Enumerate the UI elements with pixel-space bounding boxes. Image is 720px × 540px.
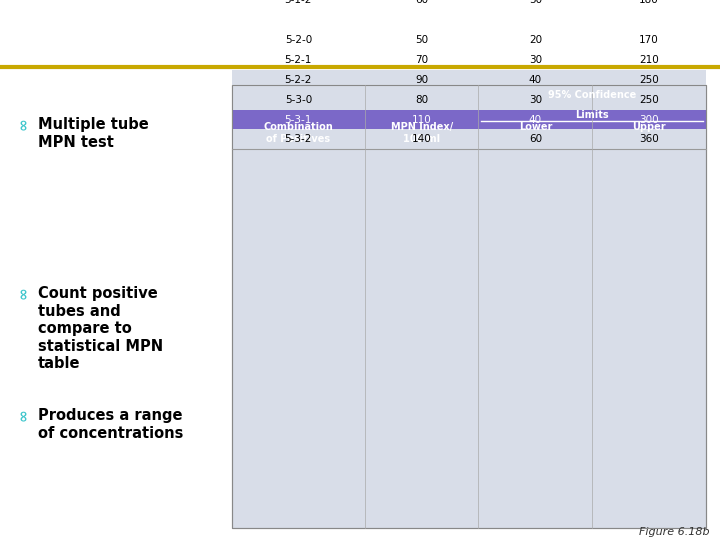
Text: 40: 40	[528, 75, 542, 85]
Text: 5-2-0: 5-2-0	[284, 35, 312, 45]
Text: 5-3-0: 5-3-0	[284, 94, 312, 105]
Text: Figure 6.18b: Figure 6.18b	[639, 527, 710, 537]
Text: Multiple tube
MPN test: Multiple tube MPN test	[38, 117, 149, 150]
Text: 110: 110	[412, 114, 431, 125]
Text: 210: 210	[639, 55, 659, 65]
Text: 95% Confidence: 95% Confidence	[548, 90, 636, 100]
Text: 5-2-1: 5-2-1	[284, 55, 312, 65]
Text: 40: 40	[528, 114, 542, 125]
Text: 60: 60	[528, 134, 542, 144]
Text: Lower: Lower	[518, 123, 552, 132]
Text: 250: 250	[639, 94, 659, 105]
Text: MPN Index/
100 ml: MPN Index/ 100 ml	[390, 123, 453, 144]
Text: 5-2-2: 5-2-2	[284, 75, 312, 85]
Text: 170: 170	[639, 35, 659, 45]
Text: 5-1-2: 5-1-2	[284, 0, 312, 5]
Text: 30: 30	[528, 55, 542, 65]
Text: 20: 20	[528, 35, 542, 45]
Text: 5-3-1: 5-3-1	[284, 114, 312, 125]
Text: 60: 60	[415, 0, 428, 5]
Text: 180: 180	[639, 0, 659, 5]
Bar	[232, 85, 706, 528]
Text: Combination
of Positives: Combination of Positives	[264, 123, 333, 144]
Text: 5-3-2: 5-3-2	[284, 134, 312, 144]
Text: Upper: Upper	[632, 123, 666, 132]
Text: 30: 30	[528, 94, 542, 105]
Text: 140: 140	[412, 134, 431, 144]
Bar	[232, 110, 706, 130]
Bar	[232, 130, 706, 150]
Bar	[232, 85, 706, 150]
Text: Produces a range
of concentrations: Produces a range of concentrations	[38, 408, 184, 441]
Text: 80: 80	[415, 94, 428, 105]
Text: 50: 50	[415, 35, 428, 45]
Text: 300: 300	[639, 114, 659, 125]
Text: 70: 70	[415, 55, 428, 65]
Bar	[232, 90, 706, 110]
Bar	[232, 30, 706, 50]
Text: Direct Measurements of Microbial Growth: Direct Measurements of Microbial Growth	[11, 19, 567, 44]
Bar	[232, 85, 706, 528]
Text: ∞: ∞	[15, 286, 30, 299]
Bar	[232, 50, 706, 70]
Text: Limits: Limits	[575, 110, 609, 119]
Bar	[232, 70, 706, 90]
Text: ∞: ∞	[15, 408, 30, 421]
Text: ∞: ∞	[15, 117, 30, 130]
Text: Count positive
tubes and
compare to
statistical MPN
table: Count positive tubes and compare to stat…	[38, 286, 163, 371]
Bar	[232, 10, 706, 30]
Text: 30: 30	[528, 0, 542, 5]
Bar	[232, 0, 706, 10]
Text: 250: 250	[639, 75, 659, 85]
Text: 360: 360	[639, 134, 659, 144]
Text: 90: 90	[415, 75, 428, 85]
